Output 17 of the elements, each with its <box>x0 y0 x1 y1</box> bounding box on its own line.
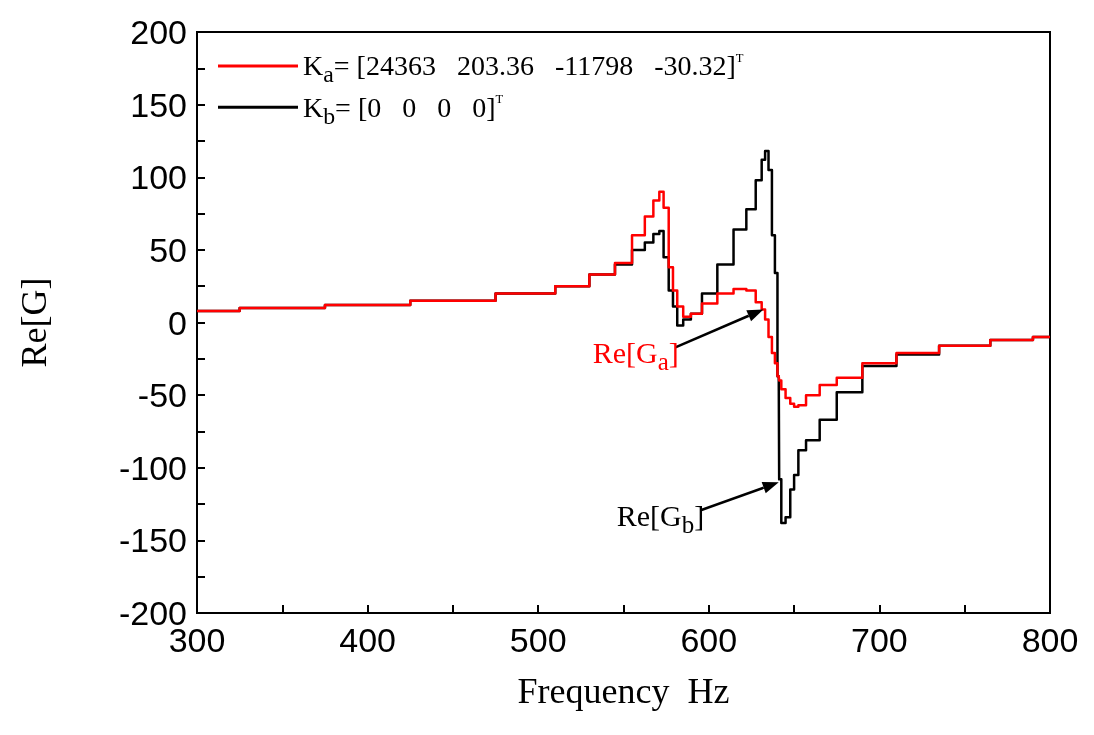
annotation: Re[G$_{b}$] <box>616 499 705 539</box>
x-tick-label: 500 <box>509 621 567 659</box>
y-tick-label: -150 <box>118 521 187 560</box>
x-tick-label: 400 <box>339 621 396 659</box>
y-tick-label: -100 <box>118 448 187 487</box>
y-tick-label: 100 <box>130 158 187 197</box>
y-tick-label: -50 <box>137 376 187 415</box>
y-tick-label: 50 <box>149 230 187 269</box>
x-tick-label: 600 <box>680 621 738 659</box>
x-axis-title: Frequency Hz <box>517 671 730 711</box>
y-tick-label: 200 <box>130 13 187 51</box>
annotation: Re[G$_{a}$] <box>592 336 679 376</box>
y-tick-label: 150 <box>130 85 187 124</box>
y-tick-label: 0 <box>168 303 187 342</box>
y-axis-title: Re[G] <box>14 277 54 368</box>
x-tick-label: 700 <box>851 621 908 659</box>
x-tick-label: 800 <box>1021 621 1079 659</box>
